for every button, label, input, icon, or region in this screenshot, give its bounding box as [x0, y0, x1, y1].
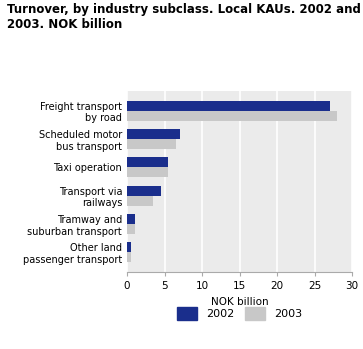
Bar [127, 111, 337, 120]
Bar [127, 224, 135, 234]
Bar [127, 167, 168, 177]
Legend: 2002, 2003: 2002, 2003 [172, 302, 307, 325]
Text: Turnover, by industry subclass. Local KAUs. 2002 and
2003. NOK billion: Turnover, by industry subclass. Local KA… [7, 3, 361, 31]
Bar [127, 129, 180, 139]
Bar [127, 157, 168, 167]
X-axis label: NOK billion: NOK billion [211, 297, 268, 307]
Bar [127, 101, 330, 111]
Bar [127, 196, 153, 206]
Bar [127, 252, 131, 262]
Bar [127, 243, 131, 252]
Bar [127, 186, 161, 196]
Bar [127, 139, 176, 149]
Bar [127, 214, 135, 224]
